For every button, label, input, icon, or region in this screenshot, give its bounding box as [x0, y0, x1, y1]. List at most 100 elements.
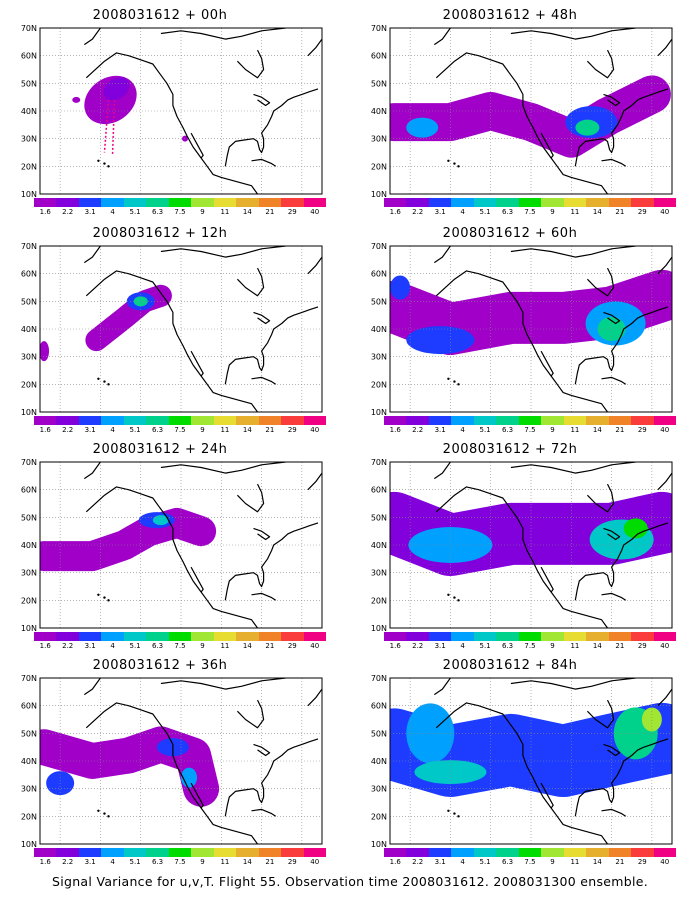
- lat-tick-label: 40N: [21, 325, 37, 334]
- hawaii-island: [107, 815, 110, 818]
- hawaii-island: [457, 599, 460, 602]
- colorbar-tick-label: 4: [460, 208, 465, 216]
- lat-tick-label: 30N: [371, 135, 387, 144]
- variance-contour: [40, 507, 217, 572]
- colorbar-tick-label: 1.6: [39, 208, 51, 216]
- colorbar-tick-label: 40: [660, 858, 670, 866]
- colorbar-tick-label: 6.3: [501, 858, 514, 866]
- variance-field: [40, 507, 217, 572]
- lat-tick-label: 60N: [371, 52, 387, 61]
- forecast-panel-84h: 2008031612 + 84h70N60N50N40N30N20N10N180…: [360, 658, 700, 870]
- colorbar-swatch: [101, 198, 124, 207]
- colorbar-swatch: [123, 416, 147, 425]
- lat-tick-label: 50N: [21, 729, 37, 738]
- lat-tick-label: 70N: [21, 458, 37, 467]
- colorbar-tick-label: 3.1: [434, 642, 446, 650]
- colorbar-swatch: [258, 416, 282, 425]
- variance-contour: [40, 726, 220, 807]
- hawaii-island: [103, 812, 106, 815]
- map-frame: [389, 245, 673, 413]
- coastline: [224, 522, 319, 601]
- lat-tick-label: 50N: [21, 79, 37, 88]
- colorbar-tick-label: 1.6: [39, 426, 51, 434]
- colorbar: [384, 848, 677, 857]
- map-grid: [40, 462, 322, 628]
- hawaii-island: [447, 159, 450, 162]
- map-grid: [390, 28, 672, 194]
- coastline: [160, 678, 286, 690]
- colorbar-tick-label: 40: [660, 208, 670, 216]
- colorbar-tick-label: 4: [110, 642, 115, 650]
- coastlines: [83, 28, 322, 194]
- colorbar-swatch: [236, 632, 259, 641]
- coastlines: [433, 678, 672, 844]
- colorbar-legend: 1.6 2.2 3.1 4 5.1 6.3 7.5 9 11 14 21 29 40: [384, 198, 677, 220]
- map-frame: [39, 461, 323, 629]
- colorbar-tick-label: 29: [287, 642, 297, 650]
- colorbar-swatch: [78, 198, 102, 207]
- variance-contour: [597, 317, 626, 341]
- hawaii-island: [453, 380, 456, 383]
- colorbar-swatch: [518, 198, 542, 207]
- lat-tick-label: 30N: [21, 353, 37, 362]
- forecast-panel-36h: 2008031612 + 36h70N60N50N40N30N20N10N180…: [10, 658, 350, 870]
- coastline: [510, 462, 636, 474]
- lat-tick-label: 50N: [371, 513, 387, 522]
- lat-tick-label: 10N: [371, 408, 387, 417]
- lat-tick-label: 60N: [21, 702, 37, 711]
- coastline: [435, 52, 608, 194]
- colorbar-swatch: [473, 848, 497, 857]
- colorbar-swatch: [34, 632, 57, 641]
- variance-map: 70N60N50N40N30N20N10N180160W140W120W100W…: [21, 674, 323, 857]
- colorbar-tick-label: 29: [637, 858, 647, 866]
- colorbar-swatch: [258, 848, 282, 857]
- lat-tick-label: 60N: [21, 270, 37, 279]
- lat-tick-label: 70N: [21, 242, 37, 251]
- hawaii-island: [447, 809, 450, 812]
- forecast-panel-00h: 2008031612 + 00h70N60N50N40N30N20N10N180…: [10, 8, 350, 220]
- lat-tick-label: 60N: [371, 702, 387, 711]
- coastline: [586, 267, 615, 297]
- colorbar-legend: 1.6 2.2 3.1 4 5.1 6.3 7.5 9 11 14 21 29 40: [384, 416, 677, 438]
- colorbar-tick-label: 7.5: [524, 642, 536, 650]
- colorbar-swatch: [191, 848, 214, 857]
- colorbar-tick-label: 4: [460, 642, 465, 650]
- coastline: [540, 782, 554, 809]
- colorbar-tick-label: 2.2: [412, 208, 424, 216]
- colorbar-swatch: [451, 632, 474, 641]
- colorbar-tick-label: 11: [220, 642, 230, 650]
- lat-tick-label: 10N: [21, 840, 37, 849]
- map-frame: [389, 461, 673, 629]
- colorbar-swatch: [213, 848, 237, 857]
- colorbar-tick-label: 6.3: [501, 208, 514, 216]
- colorbar-tick-label: 2.2: [412, 642, 424, 650]
- colorbar-swatch: [213, 416, 237, 425]
- coastline: [190, 350, 204, 377]
- colorbar-tick-label: 1.6: [389, 208, 401, 216]
- colorbar-tick-label: 2.2: [62, 858, 74, 866]
- coastline: [586, 699, 615, 729]
- colorbar-tick-label: 11: [570, 858, 580, 866]
- coastline: [603, 527, 621, 541]
- forecast-panel-24h: 2008031612 + 24h70N60N50N40N30N20N10N180…: [10, 442, 350, 654]
- colorbar-swatch: [653, 416, 677, 425]
- variance-field: [390, 702, 672, 797]
- lat-tick-label: 10N: [371, 840, 387, 849]
- map-frame: [389, 677, 673, 845]
- forecast-panel-60h: 2008031612 + 60h70N60N50N40N30N20N10N180…: [360, 226, 700, 438]
- lat-tick-label: 70N: [371, 674, 387, 683]
- colorbar-legend: 1.6 2.2 3.1 4 5.1 6.3 7.5 9 11 14 21 29 40: [34, 416, 327, 438]
- coastline: [253, 527, 271, 541]
- lat-tick-label: 50N: [371, 79, 387, 88]
- colorbar-tick-label: 11: [220, 426, 230, 434]
- colorbar-tick-label: 9: [550, 426, 555, 434]
- colorbar-swatch: [168, 848, 192, 857]
- lat-tick-label: 60N: [371, 486, 387, 495]
- colorbar-tick-label: 4: [110, 426, 115, 434]
- coastline: [433, 246, 451, 264]
- colorbar-tick-label: 7.5: [174, 208, 186, 216]
- lat-tick-label: 40N: [21, 107, 37, 116]
- colorbar-swatch: [473, 416, 497, 425]
- colorbar-swatch: [473, 198, 497, 207]
- colorbar-swatch: [236, 416, 259, 425]
